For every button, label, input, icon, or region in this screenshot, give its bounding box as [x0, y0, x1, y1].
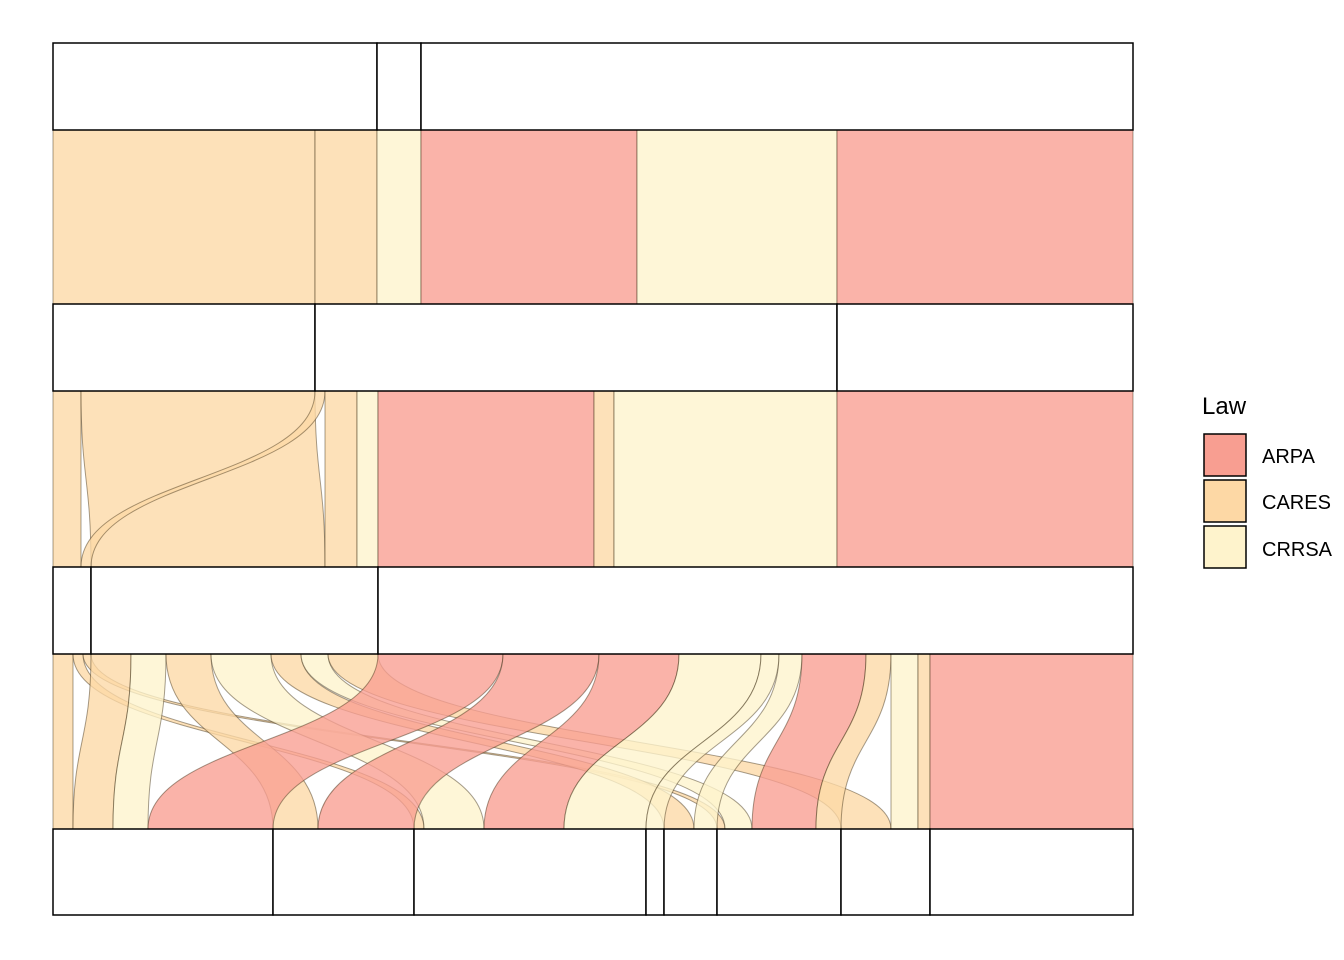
- legend-label-cares: CARES: [1262, 492, 1331, 514]
- legend-swatch-cares: [1203, 479, 1247, 523]
- flow-2-3-cares-3: [324, 390, 358, 568]
- legend-item-arpa: ARPA: [1203, 433, 1316, 477]
- legend-label-crrsa: CRRSA: [1262, 539, 1333, 561]
- stratum-axis2-1: [52, 303, 316, 392]
- flow-1-2-arpa-5: [836, 129, 1134, 305]
- flow-2-3-crrsa-4: [356, 390, 379, 568]
- stratum-axis4-8: [929, 828, 1134, 916]
- legend-swatch-crrsa: [1203, 525, 1247, 569]
- stratum-axis1-1: [52, 42, 378, 131]
- stratum-axis4-5: [663, 828, 718, 916]
- legend: Law ARPA CARES CRRSA: [1202, 393, 1333, 569]
- flow-1-2-crrsa-4: [636, 129, 838, 305]
- flow-2-3-arpa-8: [836, 390, 1134, 568]
- stratum-axis3-1: [52, 566, 92, 655]
- stratum-axis2-2: [314, 303, 838, 392]
- flow-3-4-crrsa-18: [890, 653, 919, 830]
- legend-item-cares: CARES: [1203, 479, 1331, 523]
- stratum-axis2-3: [836, 303, 1134, 392]
- flow-2-3-crrsa-7: [613, 390, 838, 568]
- flow-2-3-cares-6: [593, 390, 615, 568]
- flow-1-2-arpa-3: [420, 129, 638, 305]
- flow-3-4-arpa-20: [929, 653, 1134, 830]
- flows-layer: [52, 129, 1134, 830]
- flow-2-3-cares-0: [52, 390, 82, 568]
- stratum-axis4-3: [413, 828, 647, 916]
- stratum-axis1-3: [420, 42, 1134, 131]
- strata-layer: [52, 42, 1134, 916]
- stratum-axis4-4: [645, 828, 665, 916]
- legend-label-arpa: ARPA: [1262, 446, 1316, 468]
- legend-item-crrsa: CRRSA: [1203, 525, 1333, 569]
- flow-1-2-cares-1: [314, 129, 378, 305]
- flow-2-3-arpa-5: [377, 390, 595, 568]
- legend-title: Law: [1202, 393, 1247, 420]
- stratum-axis4-1: [52, 828, 274, 916]
- stratum-axis4-2: [272, 828, 415, 916]
- flow-3-4-cares-19: [917, 653, 931, 830]
- flow-3-4-cares-0: [52, 653, 74, 830]
- stratum-axis4-6: [716, 828, 842, 916]
- stratum-axis4-7: [840, 828, 931, 916]
- legend-swatch-arpa: [1203, 433, 1247, 477]
- stratum-axis3-2: [90, 566, 379, 655]
- stratum-axis1-2: [376, 42, 422, 131]
- stratum-axis3-3: [377, 566, 1134, 655]
- flow-1-2-cares-0: [52, 129, 316, 305]
- flow-1-2-crrsa-2: [376, 129, 422, 305]
